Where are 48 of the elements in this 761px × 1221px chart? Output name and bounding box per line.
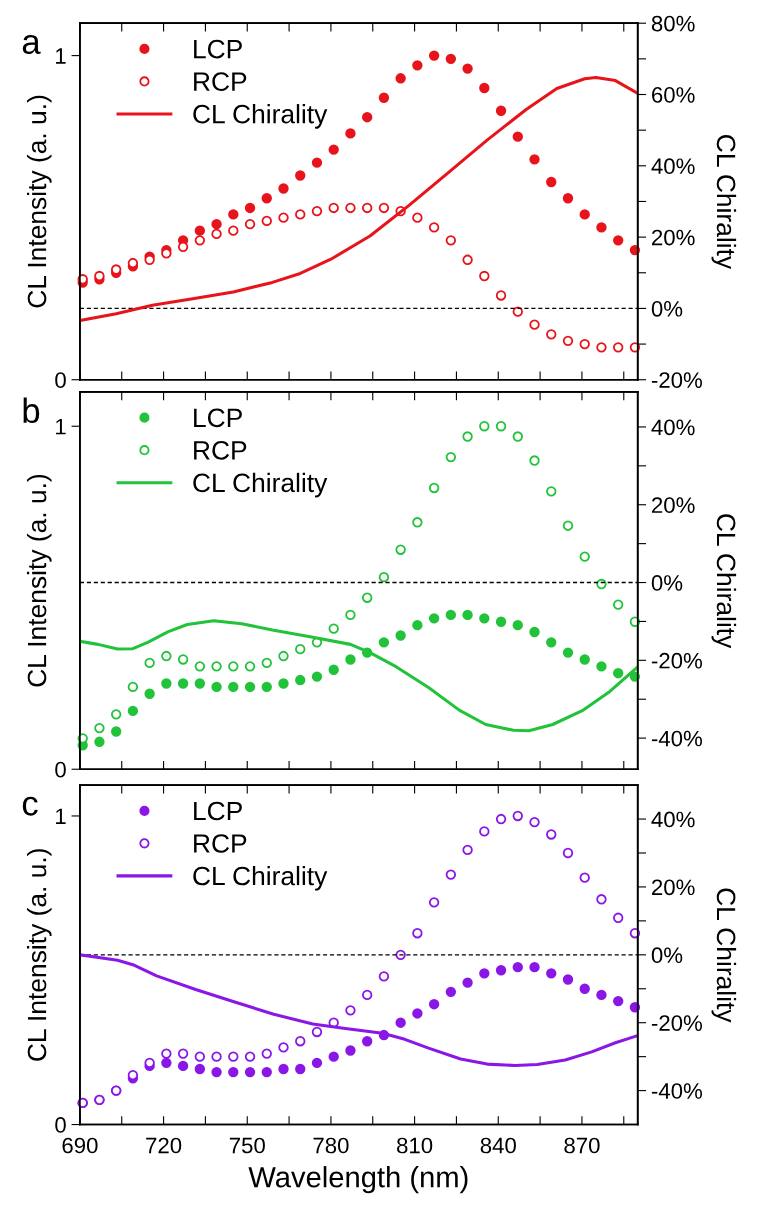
- y2-axis-title: CL Chirality: [711, 135, 737, 270]
- text: a: [22, 35, 41, 55]
- x-tick-label: 690: [62, 1137, 98, 1154]
- y2-tick-label: -20%: [651, 652, 702, 669]
- y2-tick-label: 80%: [651, 15, 695, 32]
- y2-tick-label: -40%: [651, 1083, 702, 1099]
- y2-tick-label: -20%: [651, 1015, 702, 1031]
- legend-label: LCP: [194, 39, 242, 59]
- y-axis-title: CL Intensity (a. u.): [26, 474, 52, 687]
- y2-tick-label: 20%: [652, 229, 695, 246]
- y-tick-label: 1: [56, 808, 66, 825]
- legend-label: CL Chirality: [193, 865, 328, 891]
- y2-tick-label: 0%: [651, 575, 683, 591]
- y-axis-title: CL Intensity (a. u.): [26, 849, 52, 1061]
- text: c: [22, 796, 38, 816]
- x-tick-label: 840: [480, 1137, 516, 1154]
- legend-label: RCP: [194, 834, 247, 853]
- legend-label: RCP: [194, 440, 247, 460]
- y2-tick-label: 40%: [651, 811, 695, 828]
- legend-label: CL Chirality: [193, 104, 328, 129]
- y2-tick-label: 60%: [652, 87, 695, 103]
- y-tick-label: 1: [56, 48, 66, 64]
- y2-tick-label: -20%: [651, 372, 702, 388]
- x-axis-title: Wavelength (nm): [248, 1166, 468, 1194]
- y2-tick-label: 20%: [652, 497, 695, 514]
- y2-tick-label: 20%: [652, 879, 695, 896]
- x-tick-label: 780: [313, 1137, 349, 1154]
- y2-tick-label: 0%: [651, 300, 683, 317]
- legend-label: CL Chirality: [193, 472, 328, 498]
- y-tick-label: 0: [55, 761, 66, 778]
- legend-label: LCP: [194, 801, 242, 821]
- y2-tick-label: 40%: [651, 419, 695, 436]
- y2-tick-label: 0%: [651, 947, 683, 964]
- y2-axis-title: CL Chirality: [711, 888, 737, 1023]
- text: b: [23, 397, 40, 424]
- x-tick-label: 720: [146, 1137, 182, 1154]
- y2-tick-label: -40%: [651, 730, 702, 747]
- x-tick-label: 750: [229, 1137, 265, 1154]
- y-tick-label: 0: [55, 372, 66, 388]
- y-axis-title: CL Intensity (a. u.): [26, 95, 52, 308]
- y2-tick-label: 40%: [651, 158, 695, 175]
- x-tick-label: 810: [397, 1137, 433, 1154]
- y-tick-label: 1: [56, 419, 66, 435]
- legend-label: LCP: [194, 408, 242, 428]
- y-tick-label: 0: [55, 1117, 66, 1133]
- legend-label: RCP: [194, 72, 247, 91]
- y2-axis-title: CL Chirality: [711, 514, 737, 649]
- x-tick-label: 870: [564, 1137, 600, 1154]
